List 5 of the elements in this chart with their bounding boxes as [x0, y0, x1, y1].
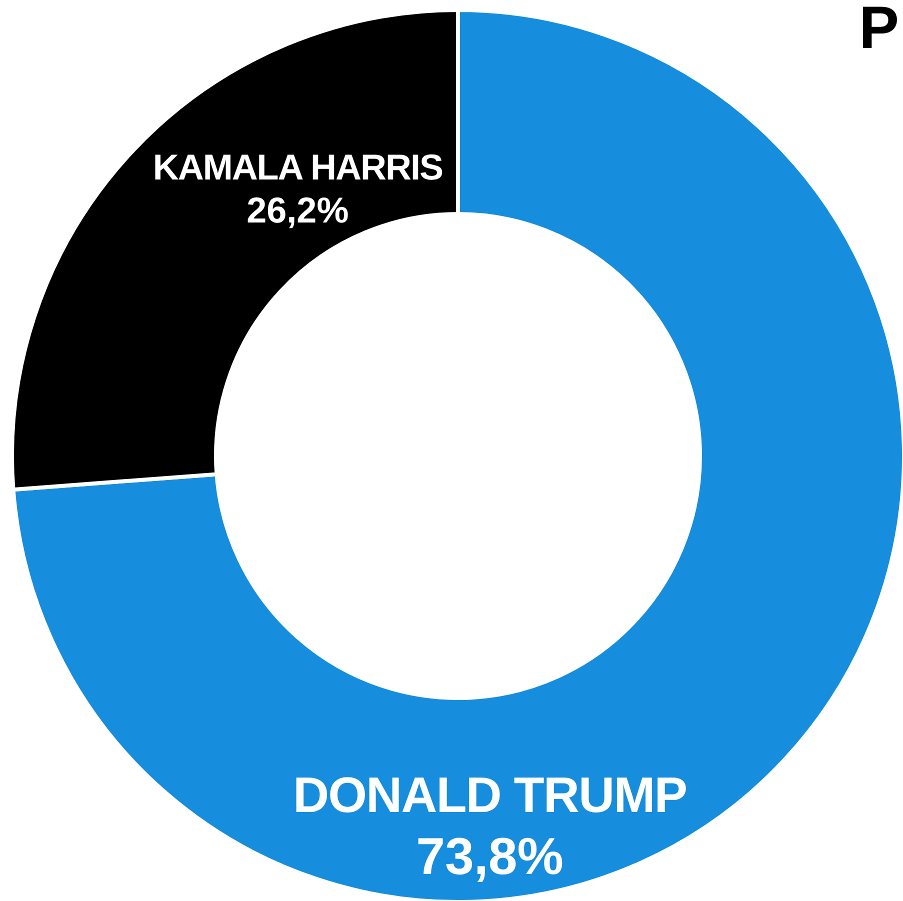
slice-label: DONALD TRUMP: [293, 767, 687, 824]
data-label: 26,2%: [246, 190, 349, 231]
chart-title: P: [858, 0, 899, 61]
data-label: 73,8%: [416, 828, 564, 886]
slice-label: KAMALA HARRIS: [152, 146, 442, 188]
